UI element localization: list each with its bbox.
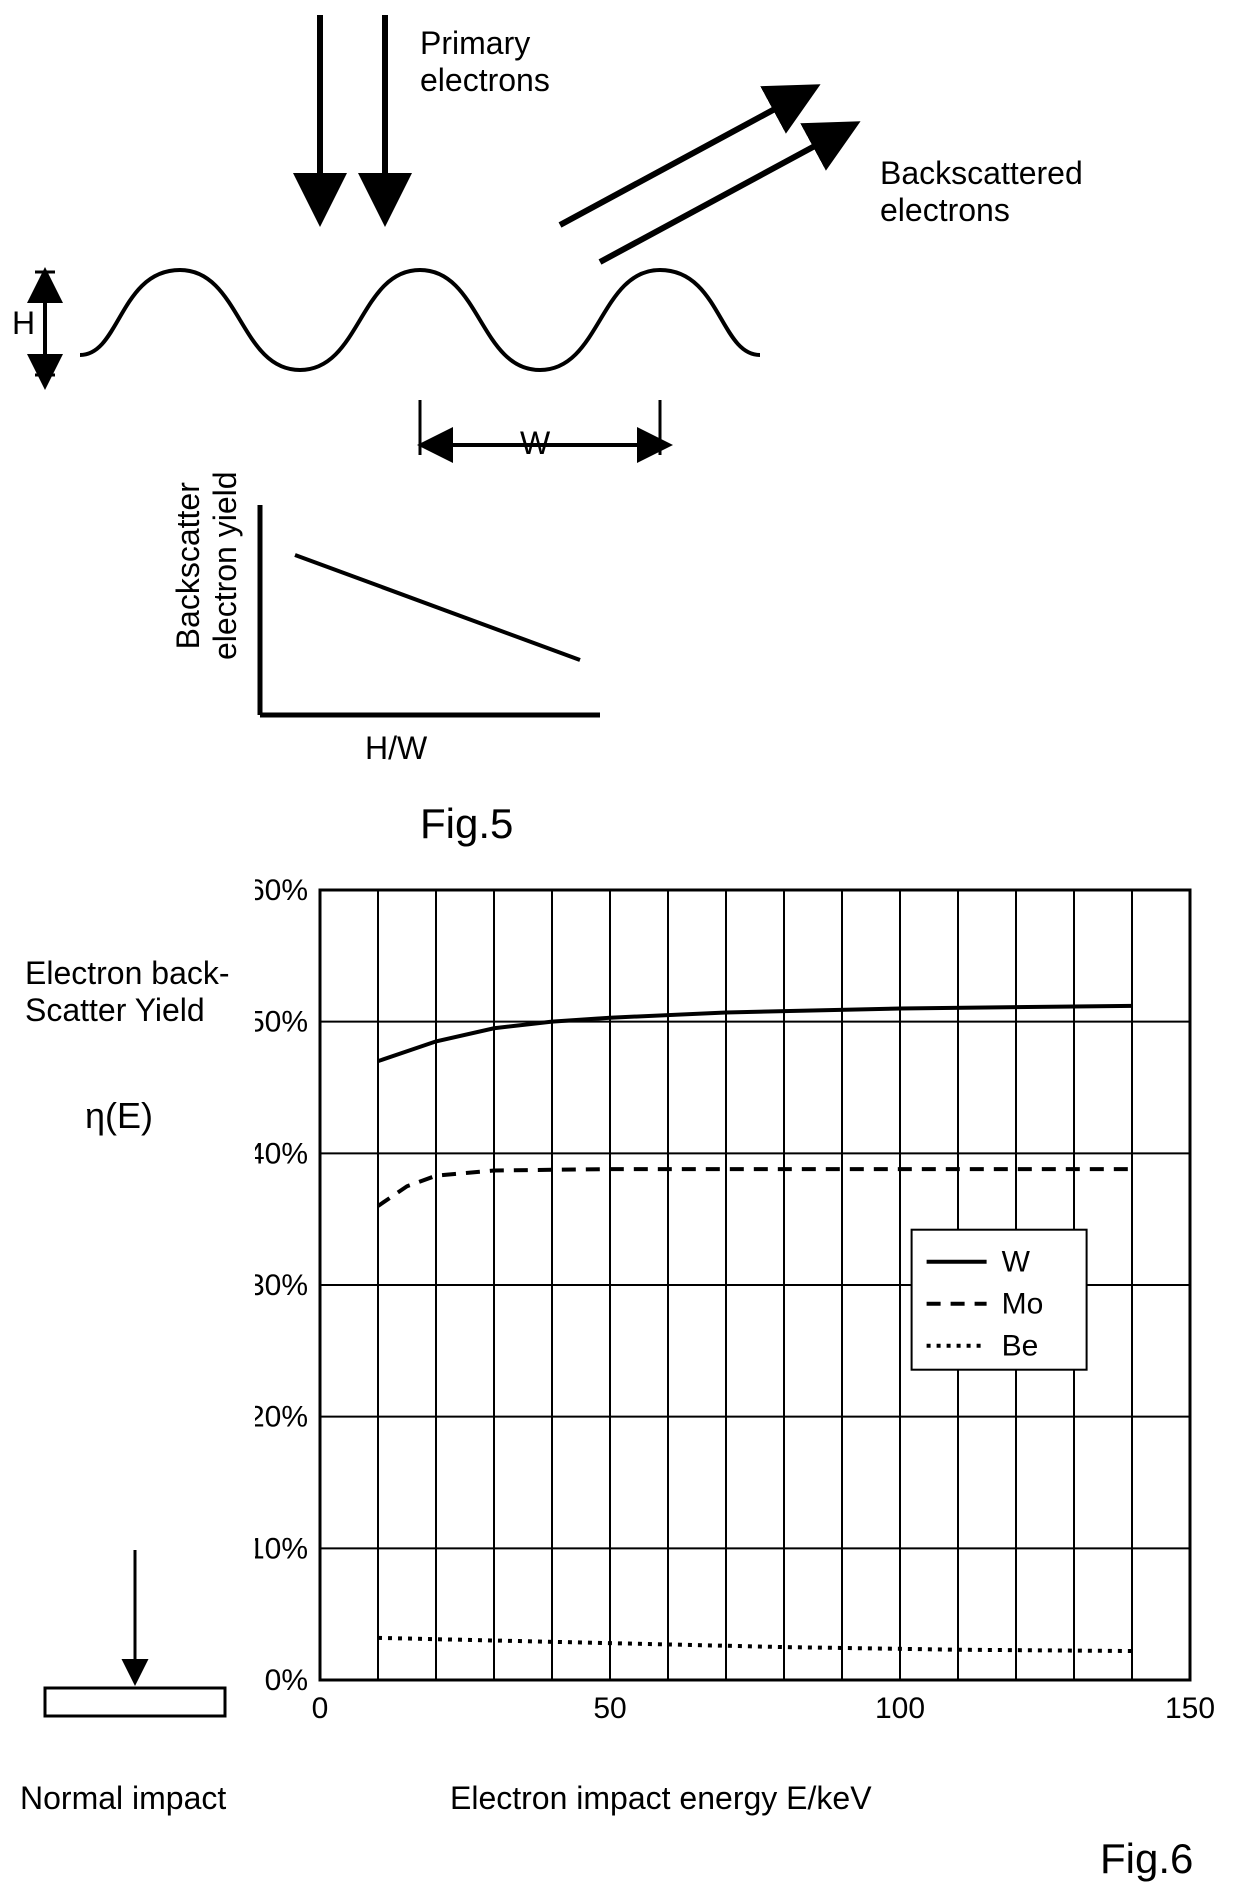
svg-text:W: W: [1002, 1246, 1031, 1279]
svg-text:Be: Be: [1002, 1330, 1039, 1363]
backscattered-label: Backscattered electrons: [880, 155, 1083, 229]
h-label: H: [12, 305, 35, 342]
svg-text:100: 100: [875, 1692, 925, 1725]
series-Be: [378, 1638, 1132, 1651]
svg-text:10%: 10%: [255, 1532, 308, 1565]
svg-text:Mo: Mo: [1002, 1288, 1044, 1321]
series-W: [378, 1006, 1132, 1061]
fig6-xlabel: Electron impact energy E/keV: [450, 1780, 872, 1817]
svg-text:50%: 50%: [255, 1006, 308, 1039]
fig6-chart: 0% 10% 20% 30% 40% 50% 60% 0 50 100 150 W Mo Be: [255, 870, 1235, 1750]
fig6-caption: Fig.6: [1100, 1835, 1193, 1883]
svg-text:60%: 60%: [255, 874, 308, 907]
svg-text:30%: 30%: [255, 1269, 308, 1302]
w-label: W: [520, 425, 550, 462]
primary-label: Primary electrons: [420, 25, 550, 99]
svg-text:0%: 0%: [265, 1664, 308, 1697]
small-chart-xlabel: H/W: [365, 730, 427, 767]
small-chart-ylabel: Backscatter electron yield: [170, 471, 244, 660]
series-Mo: [378, 1169, 1132, 1206]
normal-impact-diagram: [15, 1540, 255, 1740]
surface-wave: [80, 270, 760, 370]
fig6-ylabel-2: Scatter Yield: [25, 992, 205, 1029]
fig5-caption: Fig.5: [420, 800, 513, 848]
backscatter-arrow-1: [560, 90, 810, 225]
fig5-top-diagram: [0, 0, 1240, 480]
yield-line: [295, 555, 580, 660]
fig6-ylabel-1: Electron back-: [25, 955, 230, 992]
backscatter-arrow-2: [600, 127, 850, 262]
svg-text:20%: 20%: [255, 1401, 308, 1434]
svg-text:150: 150: [1165, 1692, 1215, 1725]
fig6-eta: η(E): [85, 1095, 153, 1137]
normal-impact-label: Normal impact: [20, 1780, 226, 1817]
svg-text:40%: 40%: [255, 1137, 308, 1170]
svg-text:0: 0: [312, 1692, 329, 1725]
svg-text:50: 50: [593, 1692, 626, 1725]
fig5-small-chart: [200, 485, 620, 765]
